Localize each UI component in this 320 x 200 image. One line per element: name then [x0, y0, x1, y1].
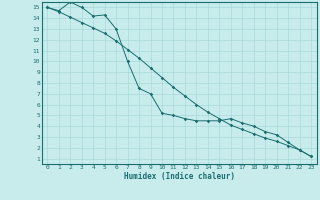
X-axis label: Humidex (Indice chaleur): Humidex (Indice chaleur) [124, 172, 235, 181]
